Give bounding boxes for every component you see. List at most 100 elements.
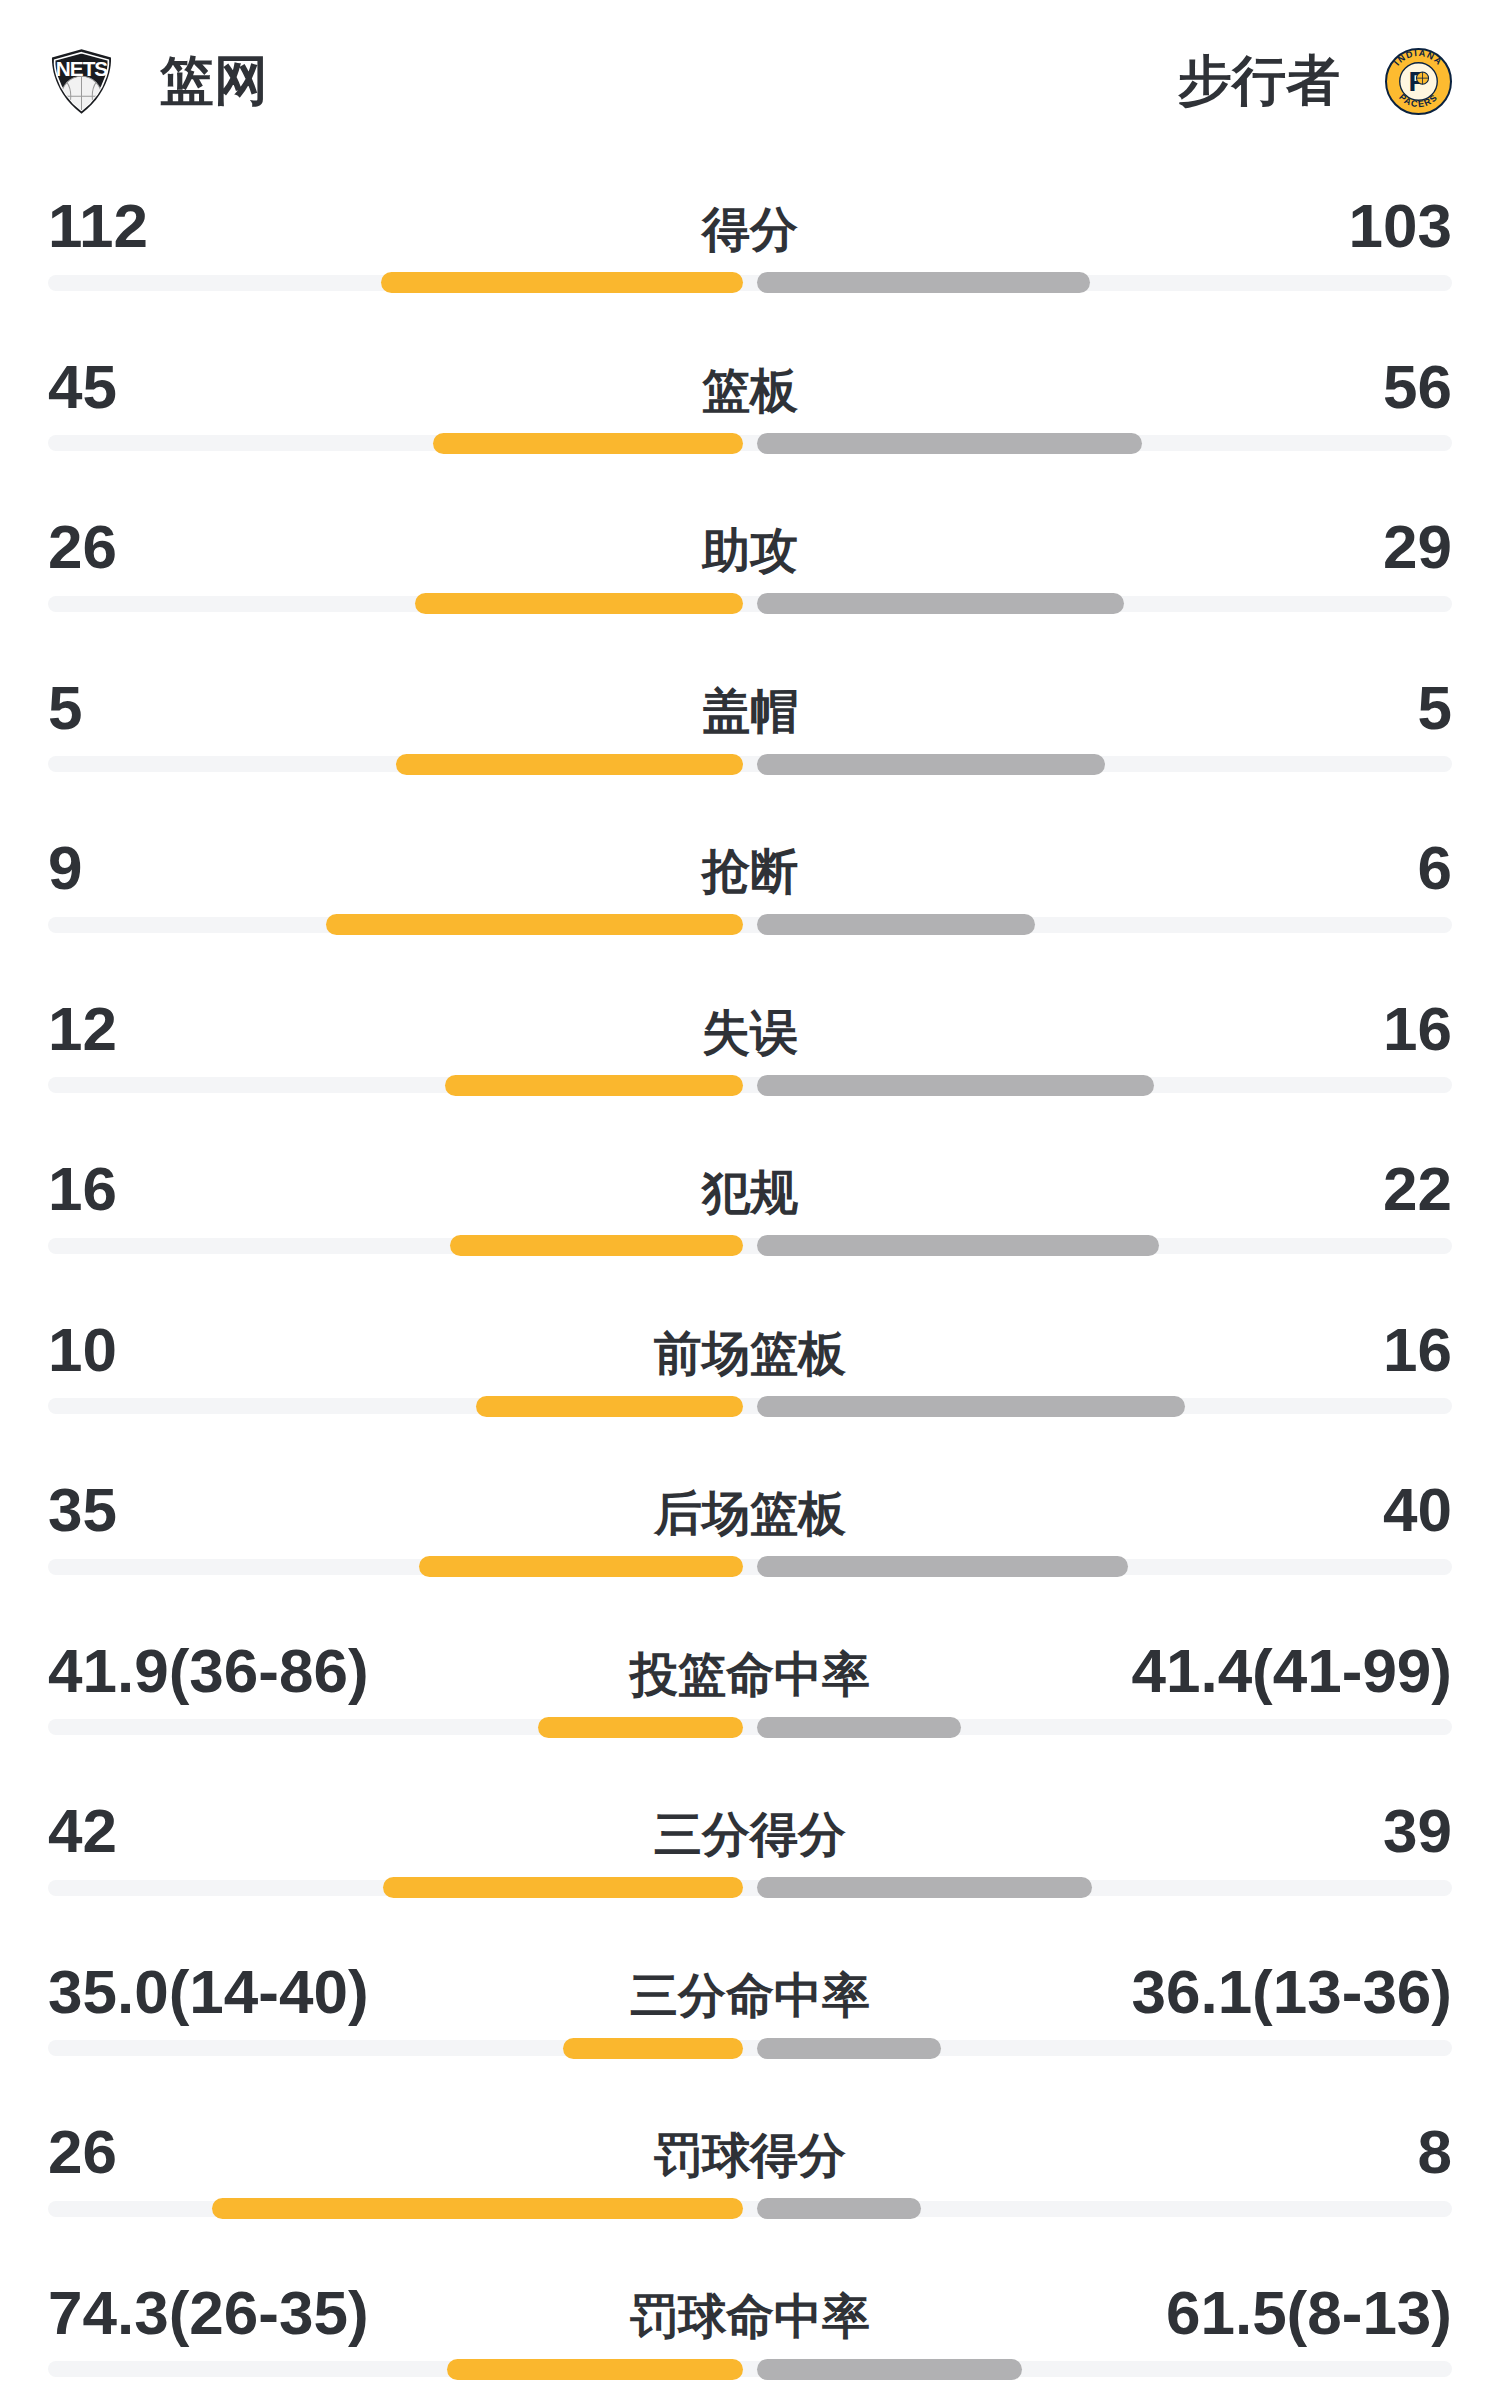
nets-logo-icon: NETS bbox=[48, 48, 115, 115]
bar-right-fill bbox=[757, 1877, 1092, 1898]
stat-bar bbox=[48, 914, 1452, 935]
stat-bar bbox=[48, 1396, 1452, 1417]
stat-label: 盖帽 bbox=[48, 680, 1452, 744]
stat-bar bbox=[48, 1717, 1452, 1738]
bar-track bbox=[48, 917, 1452, 933]
right-value: 56 bbox=[1383, 355, 1452, 419]
stat-bar bbox=[48, 1877, 1452, 1898]
stat-label: 罚球得分 bbox=[48, 2124, 1452, 2188]
bar-right-fill bbox=[757, 593, 1124, 614]
bar-right-fill bbox=[757, 1717, 961, 1738]
stat-row: 45 篮板 56 bbox=[0, 323, 1500, 484]
team-name-left: 篮网 bbox=[160, 45, 268, 118]
bar-right-fill bbox=[757, 1235, 1159, 1256]
stat-bar bbox=[48, 272, 1452, 293]
bar-left-fill bbox=[419, 1556, 743, 1577]
team-name-right: 步行者 bbox=[1178, 45, 1340, 118]
stat-label: 助攻 bbox=[48, 519, 1452, 583]
stat-row: 35 后场篮板 40 bbox=[0, 1446, 1500, 1607]
stat-bar bbox=[48, 754, 1452, 775]
stat-bar bbox=[48, 433, 1452, 454]
bar-left-fill bbox=[212, 2198, 744, 2219]
stat-bar bbox=[48, 1075, 1452, 1096]
stat-row: 35.0(14-40) 三分命中率 36.1(13-36) bbox=[0, 1928, 1500, 2089]
right-value: 103 bbox=[1349, 194, 1452, 258]
stat-label: 失误 bbox=[48, 1001, 1452, 1065]
bar-left-fill bbox=[450, 1235, 743, 1256]
stat-label: 三分得分 bbox=[48, 1803, 1452, 1867]
right-value: 16 bbox=[1383, 1318, 1452, 1382]
bar-left-fill bbox=[396, 754, 744, 775]
right-value: 22 bbox=[1383, 1157, 1452, 1221]
stat-row: 9 抢断 6 bbox=[0, 804, 1500, 965]
bar-left-fill bbox=[381, 272, 743, 293]
bar-left-fill bbox=[476, 1396, 743, 1417]
bar-right-fill bbox=[757, 433, 1142, 454]
bar-right-fill bbox=[757, 2198, 921, 2219]
bar-track bbox=[48, 1398, 1452, 1414]
stat-row: 10 前场篮板 16 bbox=[0, 1286, 1500, 1447]
bar-track bbox=[48, 2361, 1452, 2377]
bar-right-fill bbox=[757, 2038, 941, 2059]
bar-left-fill bbox=[447, 2359, 743, 2380]
stat-bar bbox=[48, 593, 1452, 614]
bar-left-fill bbox=[383, 1877, 743, 1898]
right-value: 36.1(13-36) bbox=[1131, 1960, 1452, 2024]
stat-bar bbox=[48, 1556, 1452, 1577]
svg-text:NETS: NETS bbox=[56, 57, 109, 80]
stat-label: 篮板 bbox=[48, 359, 1452, 423]
stat-bar bbox=[48, 2038, 1452, 2059]
bar-right-fill bbox=[757, 1396, 1185, 1417]
bar-left-fill bbox=[433, 433, 743, 454]
bar-track bbox=[48, 1238, 1452, 1254]
stat-label: 犯规 bbox=[48, 1161, 1452, 1225]
stat-label: 得分 bbox=[48, 198, 1452, 262]
right-value: 40 bbox=[1383, 1478, 1452, 1542]
stat-label: 前场篮板 bbox=[48, 1322, 1452, 1386]
right-value: 29 bbox=[1383, 515, 1452, 579]
team-stats-panel: NETS 篮网 步行者 INDIANA bbox=[0, 0, 1500, 2400]
bar-track bbox=[48, 1719, 1452, 1735]
stat-row: 41.9(36-86) 投篮命中率 41.4(41-99) bbox=[0, 1607, 1500, 1768]
bar-track bbox=[48, 2040, 1452, 2056]
bar-track bbox=[48, 1077, 1452, 1093]
stat-row: 16 犯规 22 bbox=[0, 1125, 1500, 1286]
bar-track bbox=[48, 756, 1452, 772]
bar-right-fill bbox=[757, 754, 1105, 775]
stat-label: 抢断 bbox=[48, 840, 1452, 904]
bar-left-fill bbox=[563, 2038, 743, 2059]
bar-right-fill bbox=[757, 1075, 1154, 1096]
bar-left-fill bbox=[326, 914, 743, 935]
bar-left-fill bbox=[445, 1075, 743, 1096]
stat-row: 26 助攻 29 bbox=[0, 483, 1500, 644]
right-value: 16 bbox=[1383, 997, 1452, 1061]
bar-right-fill bbox=[757, 914, 1035, 935]
bar-track bbox=[48, 275, 1452, 291]
stats-list: 112 得分 103 45 篮板 56 bbox=[0, 162, 1500, 2400]
bar-right-fill bbox=[757, 1556, 1128, 1577]
stat-row: 5 盖帽 5 bbox=[0, 644, 1500, 805]
stat-row: 12 失误 16 bbox=[0, 965, 1500, 1126]
stat-bar bbox=[48, 2359, 1452, 2380]
bar-track bbox=[48, 1559, 1452, 1575]
team-left: NETS 篮网 bbox=[48, 45, 268, 118]
team-right: 步行者 INDIANA PACERS P bbox=[1178, 45, 1452, 118]
bar-right-fill bbox=[757, 272, 1090, 293]
pacers-logo-icon: INDIANA PACERS P bbox=[1385, 48, 1452, 115]
bar-track bbox=[48, 435, 1452, 451]
stat-label: 后场篮板 bbox=[48, 1482, 1452, 1546]
right-value: 41.4(41-99) bbox=[1131, 1639, 1452, 1703]
stat-row: 26 罚球得分 8 bbox=[0, 2088, 1500, 2249]
header: NETS 篮网 步行者 INDIANA bbox=[48, 0, 1452, 162]
right-value: 5 bbox=[1418, 676, 1452, 740]
bar-track bbox=[48, 1880, 1452, 1896]
bar-right-fill bbox=[757, 2359, 1022, 2380]
stat-row: 112 得分 103 bbox=[0, 162, 1500, 323]
right-value: 61.5(8-13) bbox=[1166, 2281, 1452, 2345]
stat-row: 42 三分得分 39 bbox=[0, 1767, 1500, 1928]
stat-row: 74.3(26-35) 罚球命中率 61.5(8-13) bbox=[0, 2249, 1500, 2400]
stat-bar bbox=[48, 1235, 1452, 1256]
right-value: 6 bbox=[1418, 836, 1452, 900]
bar-left-fill bbox=[415, 593, 744, 614]
stat-bar bbox=[48, 2198, 1452, 2219]
